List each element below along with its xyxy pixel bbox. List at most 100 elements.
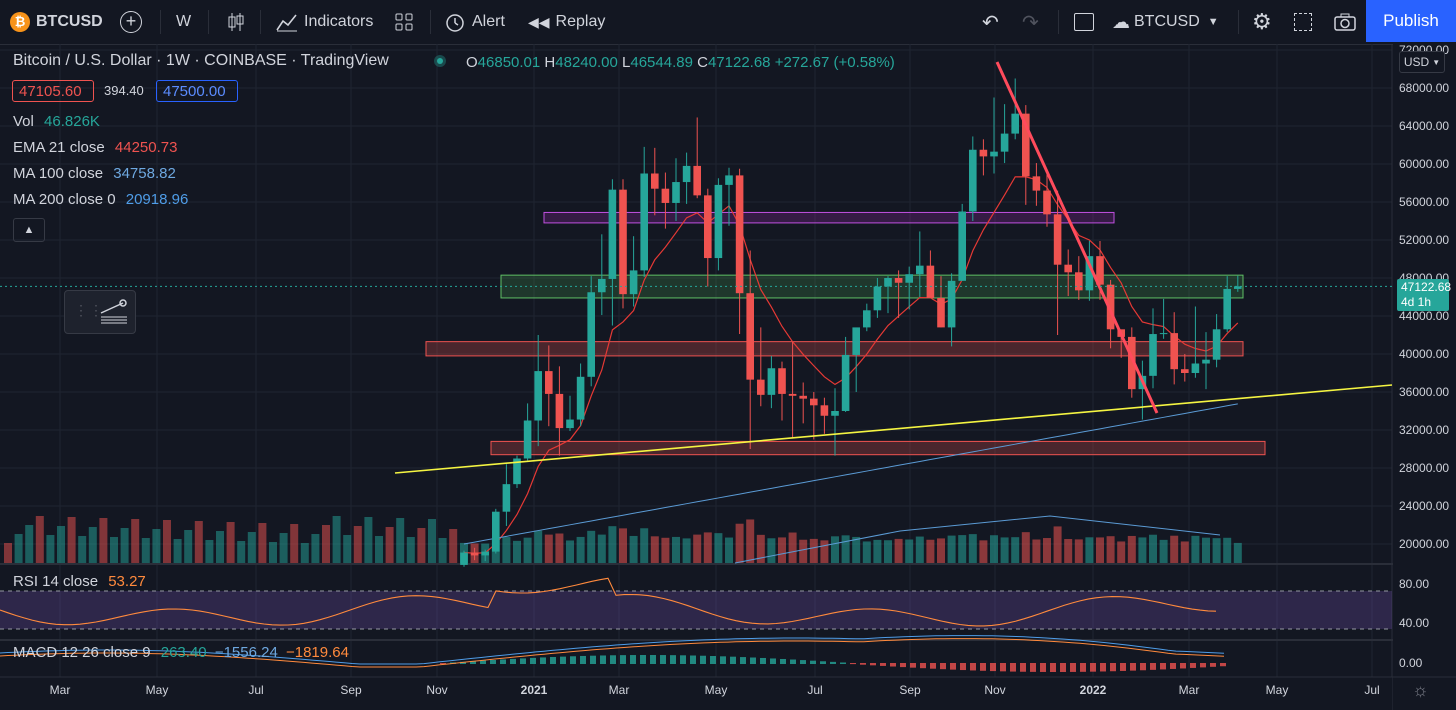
time-tick-label: Sep	[340, 683, 362, 697]
candle-body	[1043, 190, 1051, 215]
price-tick-label: 40000.00	[1399, 347, 1449, 361]
rsi-label: RSI 14 close	[13, 573, 99, 590]
time-axis[interactable]: Mar May Jul Sep Nov 2021 Mar May Jul Sep Nov 2022 Ma…	[0, 676, 1456, 710]
volume-bar	[544, 534, 553, 563]
axis-settings-icon[interactable]: ☼	[1412, 680, 1429, 700]
macd-histogram-bar	[1110, 663, 1116, 672]
rsi-line	[0, 577, 1217, 627]
volume-bar	[1064, 539, 1073, 563]
volume-bar	[799, 539, 808, 563]
volume-bar	[502, 537, 511, 563]
save-layout-button[interactable]: ☁ BTCUSD ▼	[1112, 0, 1219, 44]
candle-body	[1234, 286, 1242, 289]
macd-histogram-bar	[490, 659, 496, 664]
volume-bar	[767, 538, 776, 563]
settings-button[interactable]: ⚙	[1252, 0, 1272, 44]
trendline-tool-icon[interactable]	[99, 299, 129, 325]
chart-type-button[interactable]	[226, 0, 246, 44]
volume-legend[interactable]: Vol 46.826K	[13, 113, 100, 130]
volume-bar	[184, 530, 193, 563]
volume-bar	[884, 540, 892, 563]
candle-body	[778, 368, 786, 394]
indicators-button[interactable]: Indicators	[276, 0, 373, 44]
volume-bar	[682, 538, 691, 563]
candle-body	[1212, 329, 1221, 360]
candle-body	[916, 265, 924, 275]
candle-body	[470, 552, 479, 556]
macd-histogram-bar	[760, 657, 766, 664]
candle-body	[1000, 133, 1009, 152]
price-tick-label: 32000.00	[1399, 423, 1449, 437]
candle-body	[682, 165, 691, 183]
spread-value: 394.40	[104, 83, 144, 98]
candle-body	[841, 354, 850, 411]
volume-bar	[1053, 526, 1062, 563]
trendlines[interactable]	[0, 61, 1393, 474]
volume-bar	[110, 537, 118, 563]
candle-body	[1022, 113, 1030, 177]
candle-body	[810, 398, 818, 406]
interval-button[interactable]: W	[176, 0, 191, 44]
buy-button[interactable]: 47500.00	[156, 80, 238, 102]
volume-bar	[650, 536, 659, 563]
collapse-legend-button[interactable]: ▲	[13, 218, 45, 242]
fullscreen-button[interactable]	[1294, 0, 1312, 44]
candlesticks	[460, 78, 1242, 567]
snapshot-button[interactable]	[1334, 0, 1356, 44]
time-tick-label: Nov	[984, 683, 1005, 697]
volume-bar	[566, 540, 574, 563]
undo-button[interactable]: ↶	[982, 0, 999, 44]
volume-bar	[57, 526, 65, 563]
alert-button[interactable]: Alert	[444, 0, 505, 44]
replay-button[interactable]: ◀◀ Replay	[528, 0, 605, 44]
macd-histogram-bar	[1070, 663, 1076, 672]
ma200-value: 20918.96	[125, 191, 189, 208]
layout-button[interactable]	[1074, 0, 1094, 44]
volume-bar	[576, 536, 585, 563]
publish-button[interactable]: Publish	[1366, 0, 1456, 42]
rsi-legend[interactable]: RSI 14 close 53.27	[13, 573, 146, 590]
macd-histogram-bar	[620, 655, 626, 664]
redo-button[interactable]: ↷	[1022, 0, 1039, 44]
volume-bar	[237, 541, 246, 563]
ema-legend[interactable]: EMA 21 close 44250.73	[13, 139, 177, 156]
sell-button[interactable]: 47105.60	[12, 80, 94, 102]
close-key: C	[697, 54, 708, 71]
low-key: L	[622, 54, 631, 71]
macd-histogram-bar	[510, 658, 516, 664]
candle-body	[958, 211, 966, 281]
chart-area[interactable]: 72000.0068000.0064000.0060000.0056000.00…	[0, 44, 1456, 710]
ma200-legend[interactable]: MA 200 close 0 20918.96	[13, 191, 188, 208]
time-tick-label: Jul	[248, 683, 263, 697]
macd-histogram-bar	[970, 663, 976, 671]
drawing-toolbar[interactable]: ⋮⋮	[64, 290, 136, 334]
volume-bar	[205, 540, 214, 563]
macd-histogram-bar	[930, 663, 936, 669]
macd-histogram-bar	[1020, 663, 1026, 672]
symbol-label: BTCUSD	[36, 13, 103, 30]
candle-body	[619, 189, 627, 295]
ma100-legend[interactable]: MA 100 close 34758.82	[13, 165, 176, 182]
volume-bar	[269, 542, 277, 563]
volume-bar	[1202, 537, 1210, 563]
add-symbol-button[interactable]: +	[120, 0, 142, 44]
volume-bar	[523, 537, 532, 563]
candle-body	[725, 175, 733, 185]
volume-bar	[1096, 537, 1104, 563]
time-tick-label: Mar	[50, 683, 71, 697]
price-zones	[425, 211, 1266, 456]
candle-body	[608, 189, 617, 279]
price-axis[interactable]: 72000.0068000.0064000.0060000.0056000.00…	[1393, 44, 1456, 710]
macd-histogram-bar	[870, 663, 876, 666]
templates-button[interactable]	[394, 0, 414, 44]
volume-bar	[587, 530, 596, 563]
time-tick-label: May	[705, 683, 728, 697]
volume-bar	[375, 536, 383, 563]
gear-icon: ⚙	[1252, 9, 1272, 34]
symbol-search-button[interactable]: ₿ BTCUSD	[10, 0, 103, 44]
volume-bar	[1233, 542, 1242, 563]
macd-legend[interactable]: MACD 12 26 close 9 263.40 −1556.24 −1819…	[13, 644, 349, 661]
currency-selector[interactable]: USD ▼	[1399, 51, 1445, 73]
vol-value: 46.826K	[44, 113, 100, 130]
volume-bar	[915, 536, 924, 563]
